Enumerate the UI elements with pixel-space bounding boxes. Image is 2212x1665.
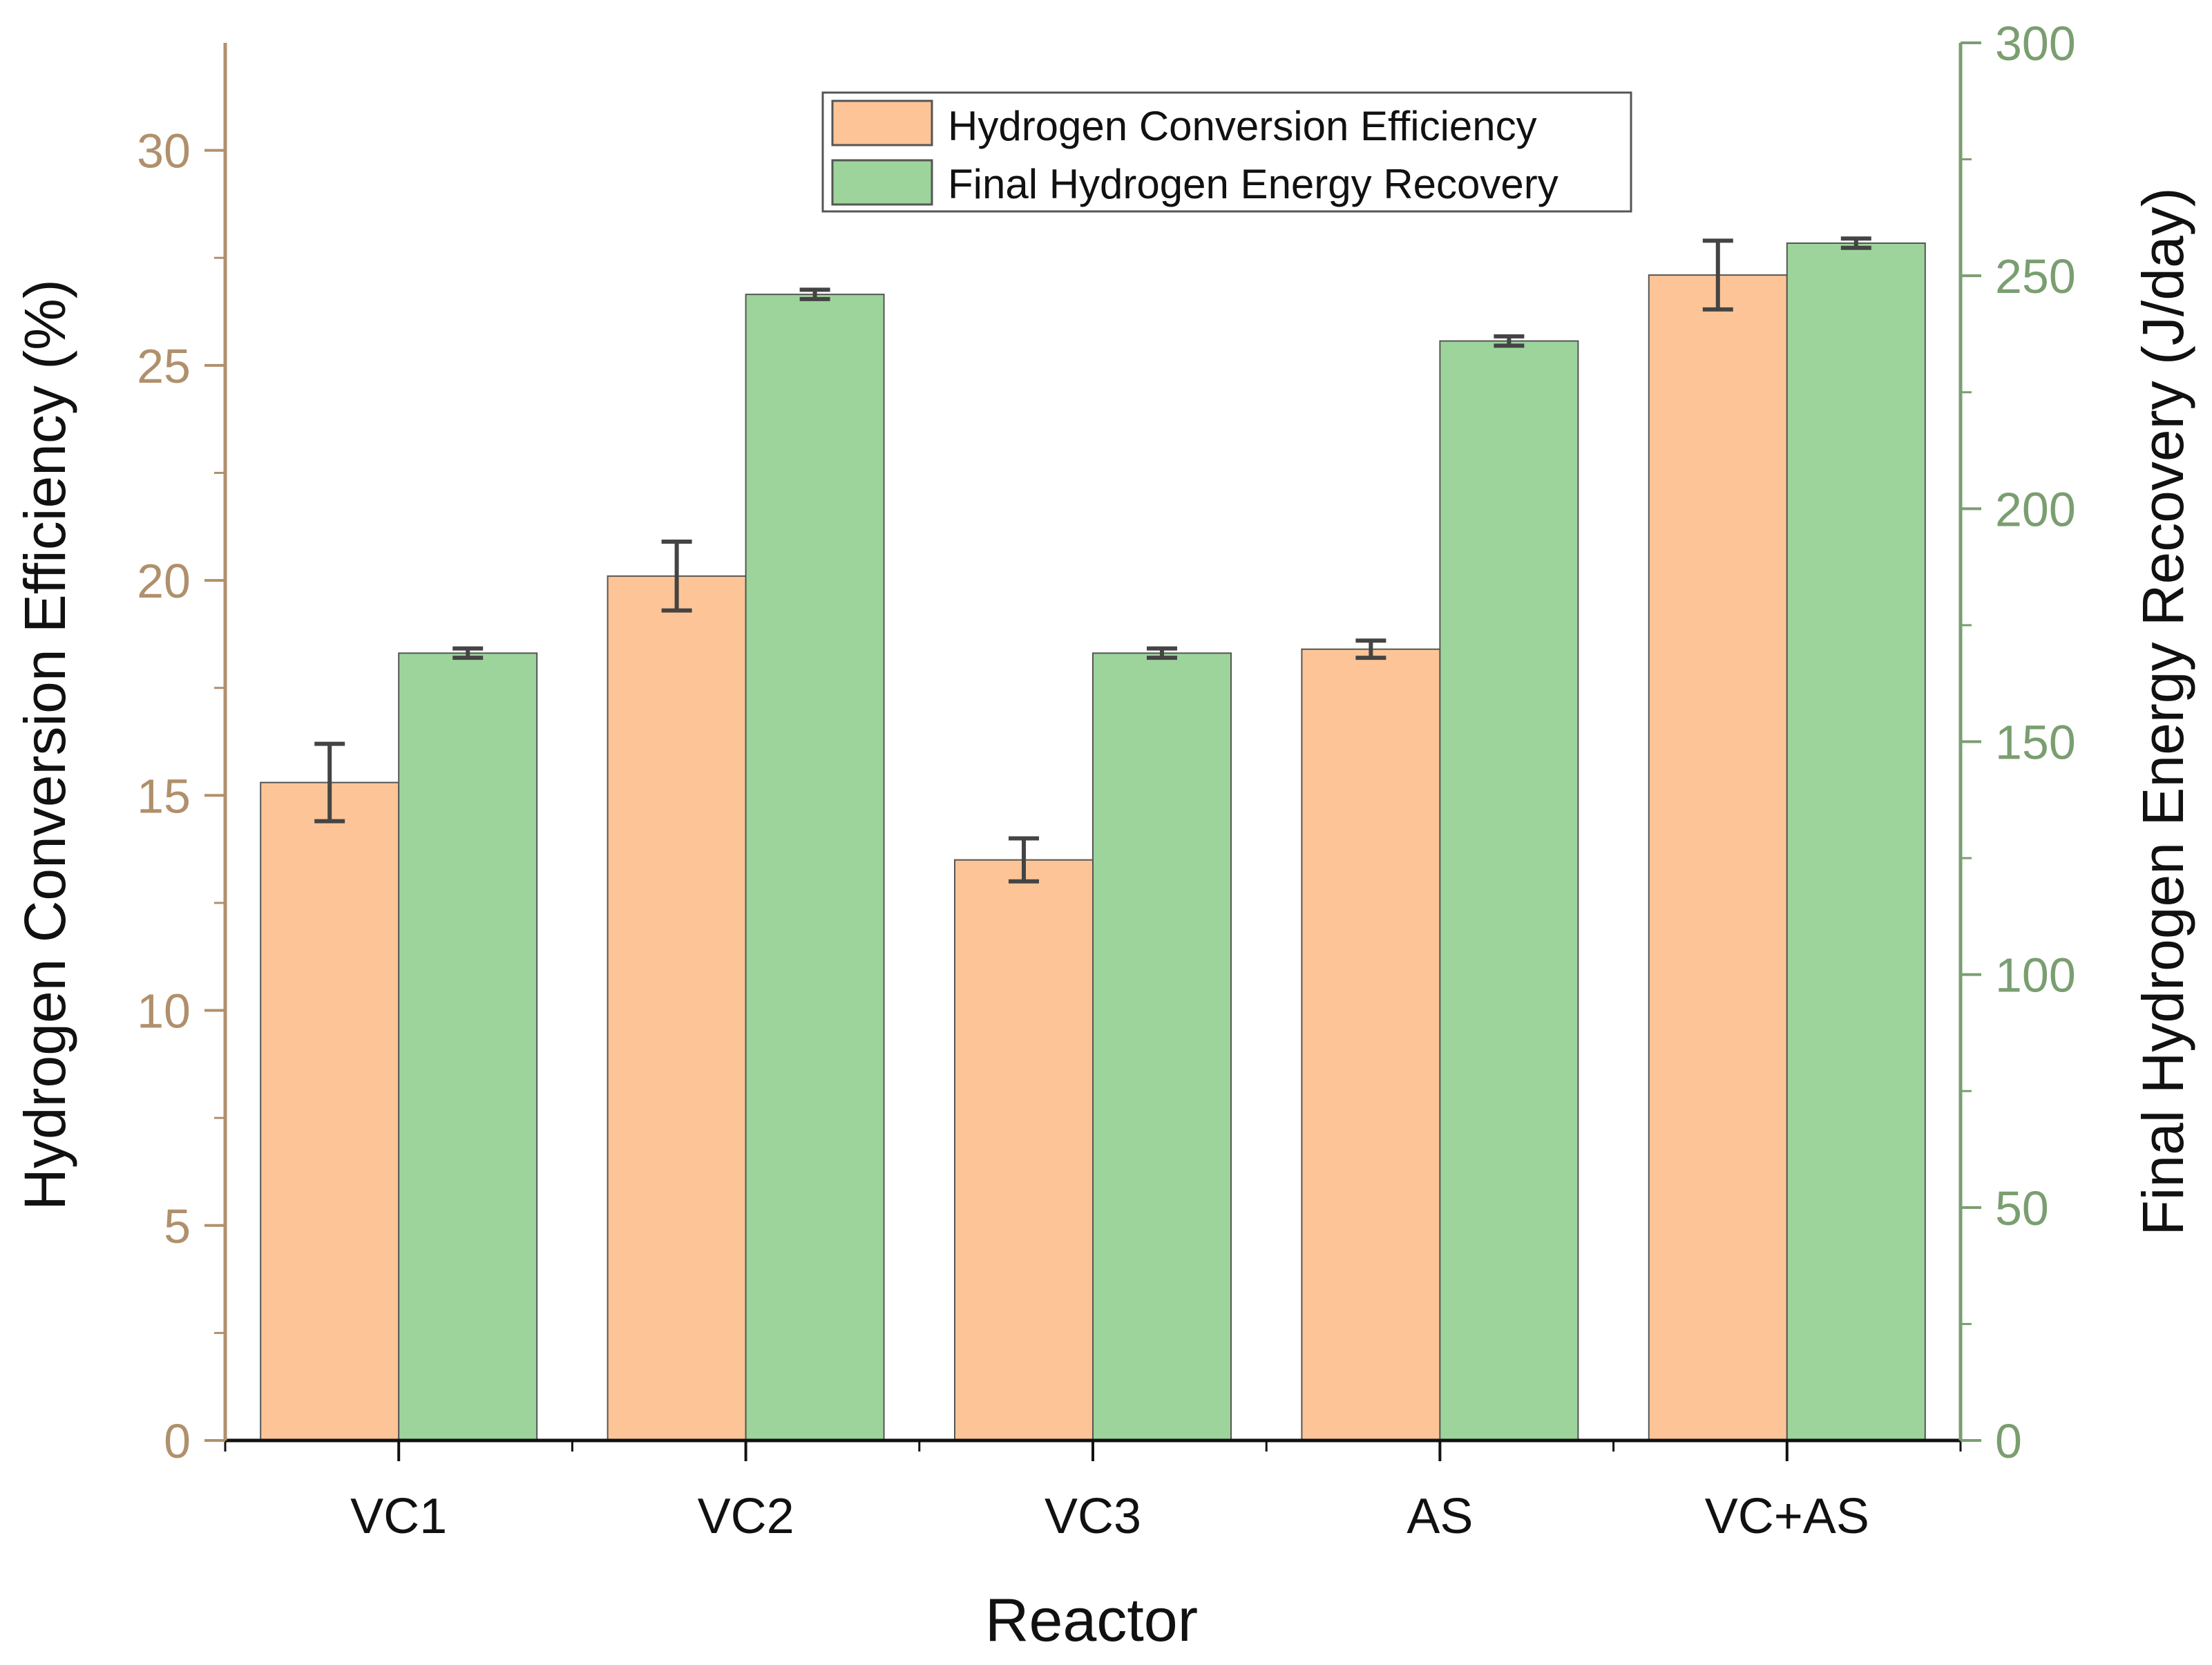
bar-conversion-efficiency-vc-as: [1648, 274, 1788, 1441]
legend-swatch-energy-recovery: [831, 159, 933, 206]
bar-energy-recovery-vc3: [1092, 652, 1232, 1441]
right-y-tick-label: 300: [1995, 17, 2076, 70]
left-y-tick-label: 30: [137, 124, 191, 178]
x-tick-label: VC+AS: [1705, 1489, 1869, 1544]
legend-frame: [821, 91, 1632, 213]
left-y-tick-label: 0: [164, 1414, 191, 1468]
left-y-tick-label: 25: [137, 339, 191, 393]
left-y-tick-label: 5: [164, 1199, 191, 1253]
left-y-axis-label: Hydrogen Conversion Efficiency (%): [12, 279, 77, 1210]
bar-conversion-efficiency-as: [1301, 648, 1441, 1441]
legend: Hydrogen Conversion Efficiency Final Hyd…: [821, 91, 1632, 213]
right-y-tick-label: 250: [1995, 249, 2076, 303]
bars-layer: [260, 242, 1926, 1441]
bar-conversion-efficiency-vc2: [607, 575, 747, 1441]
right-y-tick-label: 200: [1995, 482, 2076, 536]
legend-swatch-conversion-efficiency: [831, 99, 933, 146]
left-y-tick-label: 15: [137, 769, 191, 823]
legend-label-energy-recovery: Final Hydrogen Energy Recovery: [948, 161, 1558, 207]
right-y-tick-label: 0: [1995, 1414, 2022, 1468]
error-bars-layer: [314, 236, 1871, 884]
x-axis-label: Reactor: [985, 1586, 1198, 1654]
bar-energy-recovery-vc1: [398, 652, 538, 1441]
left-y-tick-label: 20: [137, 554, 191, 608]
x-tick-label: VC3: [1045, 1489, 1141, 1544]
axes-layer: VC1 VC2 VC3 AS VC+AS051015202530050100150200…: [137, 17, 2076, 1544]
bar-conversion-efficiency-vc1: [260, 781, 400, 1441]
legend-label-conversion-efficiency: Hydrogen Conversion Efficiency: [948, 103, 1537, 149]
right-y-tick-label: 50: [1995, 1181, 2049, 1235]
bar-energy-recovery-vc2: [745, 294, 885, 1441]
x-tick-label: VC1: [350, 1489, 447, 1544]
bar-energy-recovery-vc-as: [1786, 242, 1926, 1441]
left-y-tick-label: 10: [137, 984, 191, 1038]
right-y-tick-label: 150: [1995, 716, 2076, 770]
x-tick-label: AS: [1407, 1489, 1473, 1544]
right-y-tick-label: 100: [1995, 949, 2076, 1002]
x-tick-label: VC2: [698, 1489, 794, 1544]
bar-conversion-efficiency-vc3: [954, 859, 1094, 1441]
right-y-axis-label: Final Hydrogen Energy Recovery (J/day): [2130, 187, 2195, 1235]
bar-energy-recovery-as: [1439, 340, 1579, 1441]
